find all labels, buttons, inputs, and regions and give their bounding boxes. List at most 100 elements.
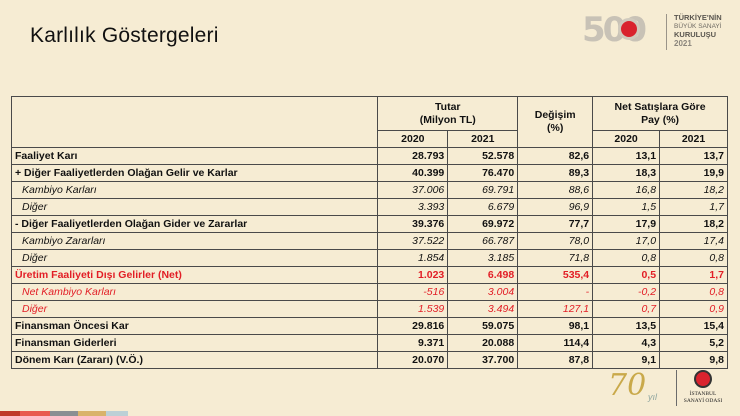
table-row: Üretim Faaliyeti Dışı Gelirler (Net) 1.02… (10, 266, 728, 284)
share-2020-cell: 4,3 (592, 334, 661, 352)
amount-2021-cell: 69.791 (447, 181, 519, 199)
row-label: Diğer (10, 198, 379, 216)
share-2021-cell: 15,4 (659, 317, 728, 335)
amount-2021-cell: 76.470 (447, 164, 519, 182)
share-2021-cell: 17,4 (659, 232, 728, 250)
change-cell: 127,1 (517, 300, 594, 318)
change-cell: 77,7 (517, 215, 594, 233)
bottom-color-stripe (0, 411, 128, 416)
share-2021-cell: 18,2 (659, 215, 728, 233)
change-cell: 89,3 (517, 164, 594, 182)
row-label: Net Kambiyo Karları (10, 283, 379, 301)
tutar-header: Tutar (Milyon TL) (377, 96, 519, 131)
change-cell: 88,6 (517, 181, 594, 199)
amount-2020-cell: 39.376 (377, 215, 449, 233)
share-2020-cell: 17,9 (592, 215, 661, 233)
logo-500-text: TÜRKİYE'NİN BÜYÜK SANAYİ KURULUŞU 2021 (674, 13, 722, 48)
change-cell: 98,1 (517, 317, 594, 335)
amount-2021-cell: 6.679 (447, 198, 519, 216)
row-label: Dönem Karı (Zararı) (V.Ö.) (10, 351, 379, 369)
row-label: Diğer (10, 249, 379, 267)
amount-2021-cell: 66.787 (447, 232, 519, 250)
amount-2021-cell: 3.004 (447, 283, 519, 301)
share-2020-cell: 0,5 (592, 266, 661, 284)
amount-2020-cell: -516 (377, 283, 449, 301)
change-cell: 96,9 (517, 198, 594, 216)
table-row: Finansman Öncesi Kar 29.816 59.075 98,1 13,5… (10, 317, 728, 335)
share-2021-cell: 1,7 (659, 198, 728, 216)
amount-2020-cell: 1.539 (377, 300, 449, 318)
stripe-segment (78, 411, 106, 416)
amount-2020-cell: 3.393 (377, 198, 449, 216)
share-2021-cell: 0,8 (659, 249, 728, 267)
table-row: Diğer 1.854 3.185 71,8 0,8 0,8 (10, 249, 728, 267)
share-2020-cell: 1,5 (592, 198, 661, 216)
amount-2021-cell: 20.088 (447, 334, 519, 352)
stripe-segment (106, 411, 128, 416)
change-cell: 71,8 (517, 249, 594, 267)
table-row: Finansman Giderleri 9.371 20.088 114,4 4,3 5,… (10, 334, 728, 352)
amount-2020-cell: 29.816 (377, 317, 449, 335)
amount-2020-cell: 1.023 (377, 266, 449, 284)
label-header (10, 96, 379, 148)
change-cell: - (517, 283, 594, 301)
share-2020-cell: 13,1 (592, 147, 661, 165)
share-2021-cell: 1,7 (659, 266, 728, 284)
share-2021-cell: 18,2 (659, 181, 728, 199)
amount-2020-cell: 28.793 (377, 147, 449, 165)
amount-2021-cell: 69.972 (447, 215, 519, 233)
change-cell: 82,6 (517, 147, 594, 165)
row-label: Finansman Giderleri (10, 334, 379, 352)
share-2020-cell: 16,8 (592, 181, 661, 199)
year-header: 2020 (592, 130, 661, 148)
iso-badge-icon (618, 18, 640, 40)
amount-2020-cell: 9.371 (377, 334, 449, 352)
row-label: - Diğer Faaliyetlerden Olağan Gider ve Z… (10, 215, 379, 233)
share-2020-cell: 17,0 (592, 232, 661, 250)
logo-divider (666, 14, 667, 50)
amount-2021-cell: 59.075 (447, 317, 519, 335)
table-row: Faaliyet Karı 28.793 52.578 82,6 13,1 13,7 (10, 147, 728, 165)
page-title: Karlılık Göstergeleri (30, 24, 219, 47)
share-2020-cell: 9,1 (592, 351, 661, 369)
amount-2021-cell: 37.700 (447, 351, 519, 369)
profitability-table: Tutar (Milyon TL) Değişim (%) Net Satışl… (10, 96, 728, 369)
amount-2020-cell: 1.854 (377, 249, 449, 267)
row-label: Kambiyo Zararları (10, 232, 379, 250)
change-cell: 535,4 (517, 266, 594, 284)
share-2021-cell: 5,2 (659, 334, 728, 352)
stripe-segment (20, 411, 50, 416)
row-label: Finansman Öncesi Kar (10, 317, 379, 335)
share-2021-cell: 9,8 (659, 351, 728, 369)
year-header: 2021 (447, 130, 519, 148)
change-cell: 78,0 (517, 232, 594, 250)
logo-70-number: 70 (608, 368, 647, 403)
iso-org-name: İSTANBUL SANAYİ ODASI (683, 391, 723, 404)
logo-divider (676, 370, 677, 406)
stripe-segment (0, 411, 20, 416)
table-row: Diğer 3.393 6.679 96,9 1,5 1,7 (10, 198, 728, 216)
table-row: + Diğer Faaliyetlerden Olağan Gelir ve K… (10, 164, 728, 182)
share-2021-cell: 19,9 (659, 164, 728, 182)
share-2021-cell: 13,7 (659, 147, 728, 165)
logo-yil-text: yıl (648, 392, 657, 402)
table-row: Kambiyo Karları 37.006 69.791 88,6 16,8 18,2 (10, 181, 728, 199)
share-2020-cell: 13,5 (592, 317, 661, 335)
iso-badge-icon (694, 370, 712, 388)
amount-2020-cell: 40.399 (377, 164, 449, 182)
iso-70-logo: 70 yıl İSTANBUL SANAYİ ODASI (608, 368, 728, 412)
stripe-segment (50, 411, 78, 416)
amount-2020-cell: 37.006 (377, 181, 449, 199)
amount-2021-cell: 6.498 (447, 266, 519, 284)
row-label: Üretim Faaliyeti Dışı Gelirler (Net) (10, 266, 379, 284)
share-2020-cell: -0,2 (592, 283, 661, 301)
amount-2020-cell: 20.070 (377, 351, 449, 369)
share-2020-cell: 0,8 (592, 249, 661, 267)
share-2020-cell: 18,3 (592, 164, 661, 182)
degisim-header: Değişim (%) (517, 96, 594, 148)
share-2020-cell: 0,7 (592, 300, 661, 318)
share-2021-cell: 0,9 (659, 300, 728, 318)
turkiye-500-logo: 500 TÜRKİYE'NİN BÜYÜK SANAYİ KURULUŞU 20… (582, 10, 722, 54)
change-cell: 87,8 (517, 351, 594, 369)
amount-2021-cell: 52.578 (447, 147, 519, 165)
